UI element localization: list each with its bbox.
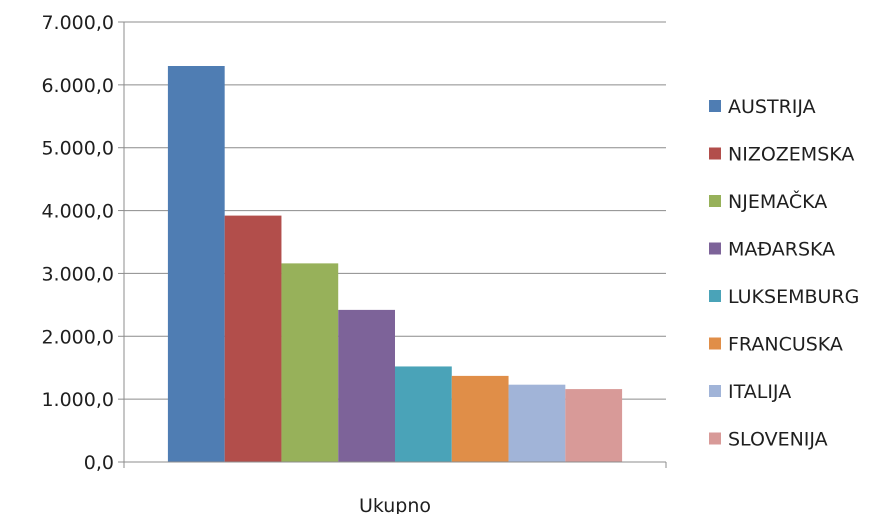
legend: AUSTRIJA NIZOZEMSKA NJEMAČKA MAĐARSKA LUKSEM… bbox=[709, 96, 859, 451]
bar-slovenija bbox=[565, 389, 623, 462]
legend-label: LUKSEMBURG bbox=[728, 286, 859, 308]
legend-label: AUSTRIJA bbox=[728, 96, 816, 118]
bars bbox=[167, 66, 623, 462]
legend-swatch bbox=[709, 432, 721, 445]
bar-luksemburg bbox=[395, 366, 452, 462]
y-tick-label: 7.000,0 bbox=[41, 12, 114, 34]
y-tick-label: 1.000,0 bbox=[41, 389, 114, 411]
y-tick-label: 6.000,0 bbox=[41, 75, 114, 97]
legend-swatch bbox=[709, 195, 721, 207]
legend-label: NIZOZEMSKA bbox=[728, 144, 854, 166]
legend-swatch bbox=[709, 290, 721, 302]
y-axis-tick-labels: 0,0 1.000,0 2.000,0 3.000,0 4.000,0 5.000,0 6.… bbox=[41, 12, 124, 474]
y-tick-label: 2.000,0 bbox=[41, 326, 114, 348]
bar-njemačka bbox=[281, 263, 339, 462]
bar-italija bbox=[508, 384, 566, 462]
legend-swatch bbox=[709, 337, 721, 350]
legend-swatch bbox=[709, 100, 721, 112]
x-category-label: Ukupno bbox=[359, 495, 431, 514]
y-tick-label: 3.000,0 bbox=[41, 263, 114, 285]
legend-label: ITALIJA bbox=[728, 381, 791, 403]
x-axis-category-labels: Ukupno bbox=[359, 495, 431, 517]
legend-swatch bbox=[709, 385, 721, 397]
legend-label: NJEMAČKA bbox=[728, 189, 827, 213]
axes bbox=[123, 22, 667, 468]
bar-austrija bbox=[167, 66, 225, 462]
y-tick-label: 5.000,0 bbox=[41, 138, 114, 160]
bar-francuska bbox=[451, 375, 509, 462]
legend-swatch bbox=[709, 242, 721, 255]
legend-swatch bbox=[709, 147, 721, 160]
bar-mađarska bbox=[338, 309, 395, 462]
y-tick-label: 0,0 bbox=[84, 452, 114, 474]
bar-nizozemska bbox=[224, 215, 282, 462]
legend-label: MAĐARSKA bbox=[728, 239, 835, 261]
y-tick-label: 4.000,0 bbox=[41, 201, 114, 223]
legend-label: FRANCUSKA bbox=[728, 334, 843, 356]
legend-label: SLOVENIJA bbox=[728, 429, 828, 451]
